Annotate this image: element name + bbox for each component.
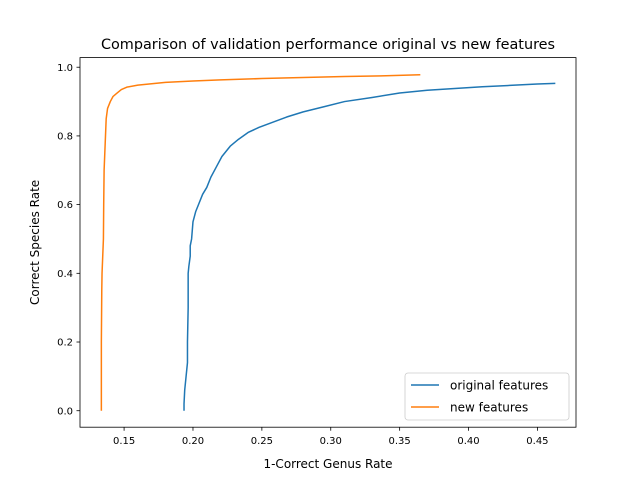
x-tick-label: 0.30 — [320, 436, 342, 447]
series-line-original-features — [183, 82, 556, 411]
y-tick-label: 0.8 — [57, 132, 73, 143]
x-axis-ticks: 0.15 0.20 0.25 0.30 0.35 0.40 0.45 — [113, 427, 549, 447]
legend-box — [404, 372, 570, 421]
x-tick-label: 0.15 — [113, 436, 135, 447]
y-tick-label: 0.2 — [57, 338, 73, 349]
axes-frame — [79, 57, 577, 428]
y-tick-label: 1.0 — [57, 63, 73, 74]
x-axis-label: 1-Correct Genus Rate — [263, 457, 392, 471]
plot-area: 0.15 0.20 0.25 0.30 0.35 0.40 0.45 0.00.20.40.… — [57, 57, 577, 447]
x-tick-label: 0.45 — [526, 436, 548, 447]
legend-label-new-features: new features — [450, 401, 528, 415]
y-axis-ticks: 0.0 0.2 0.4 0.6 0.8 1.0 — [57, 63, 80, 417]
y-tick-label: 0.4 — [57, 269, 73, 280]
y-tick-label: 0.0 — [57, 406, 73, 417]
y-tick-label: 0.6 — [57, 200, 73, 211]
legend-label-original-features: original features — [450, 379, 548, 393]
x-tick-label: 0.20 — [182, 436, 204, 447]
series-line-new-features — [100, 74, 421, 411]
y-axis-label: Correct Species Rate — [28, 180, 42, 305]
series-layer — [100, 74, 556, 411]
x-tick-label: 0.35 — [389, 436, 411, 447]
chart-title: Comparison of validation performance ori… — [101, 37, 555, 53]
x-tick-label: 0.40 — [457, 436, 479, 447]
x-tick-label: 0.25 — [251, 436, 273, 447]
legend: original features new features — [404, 372, 570, 421]
